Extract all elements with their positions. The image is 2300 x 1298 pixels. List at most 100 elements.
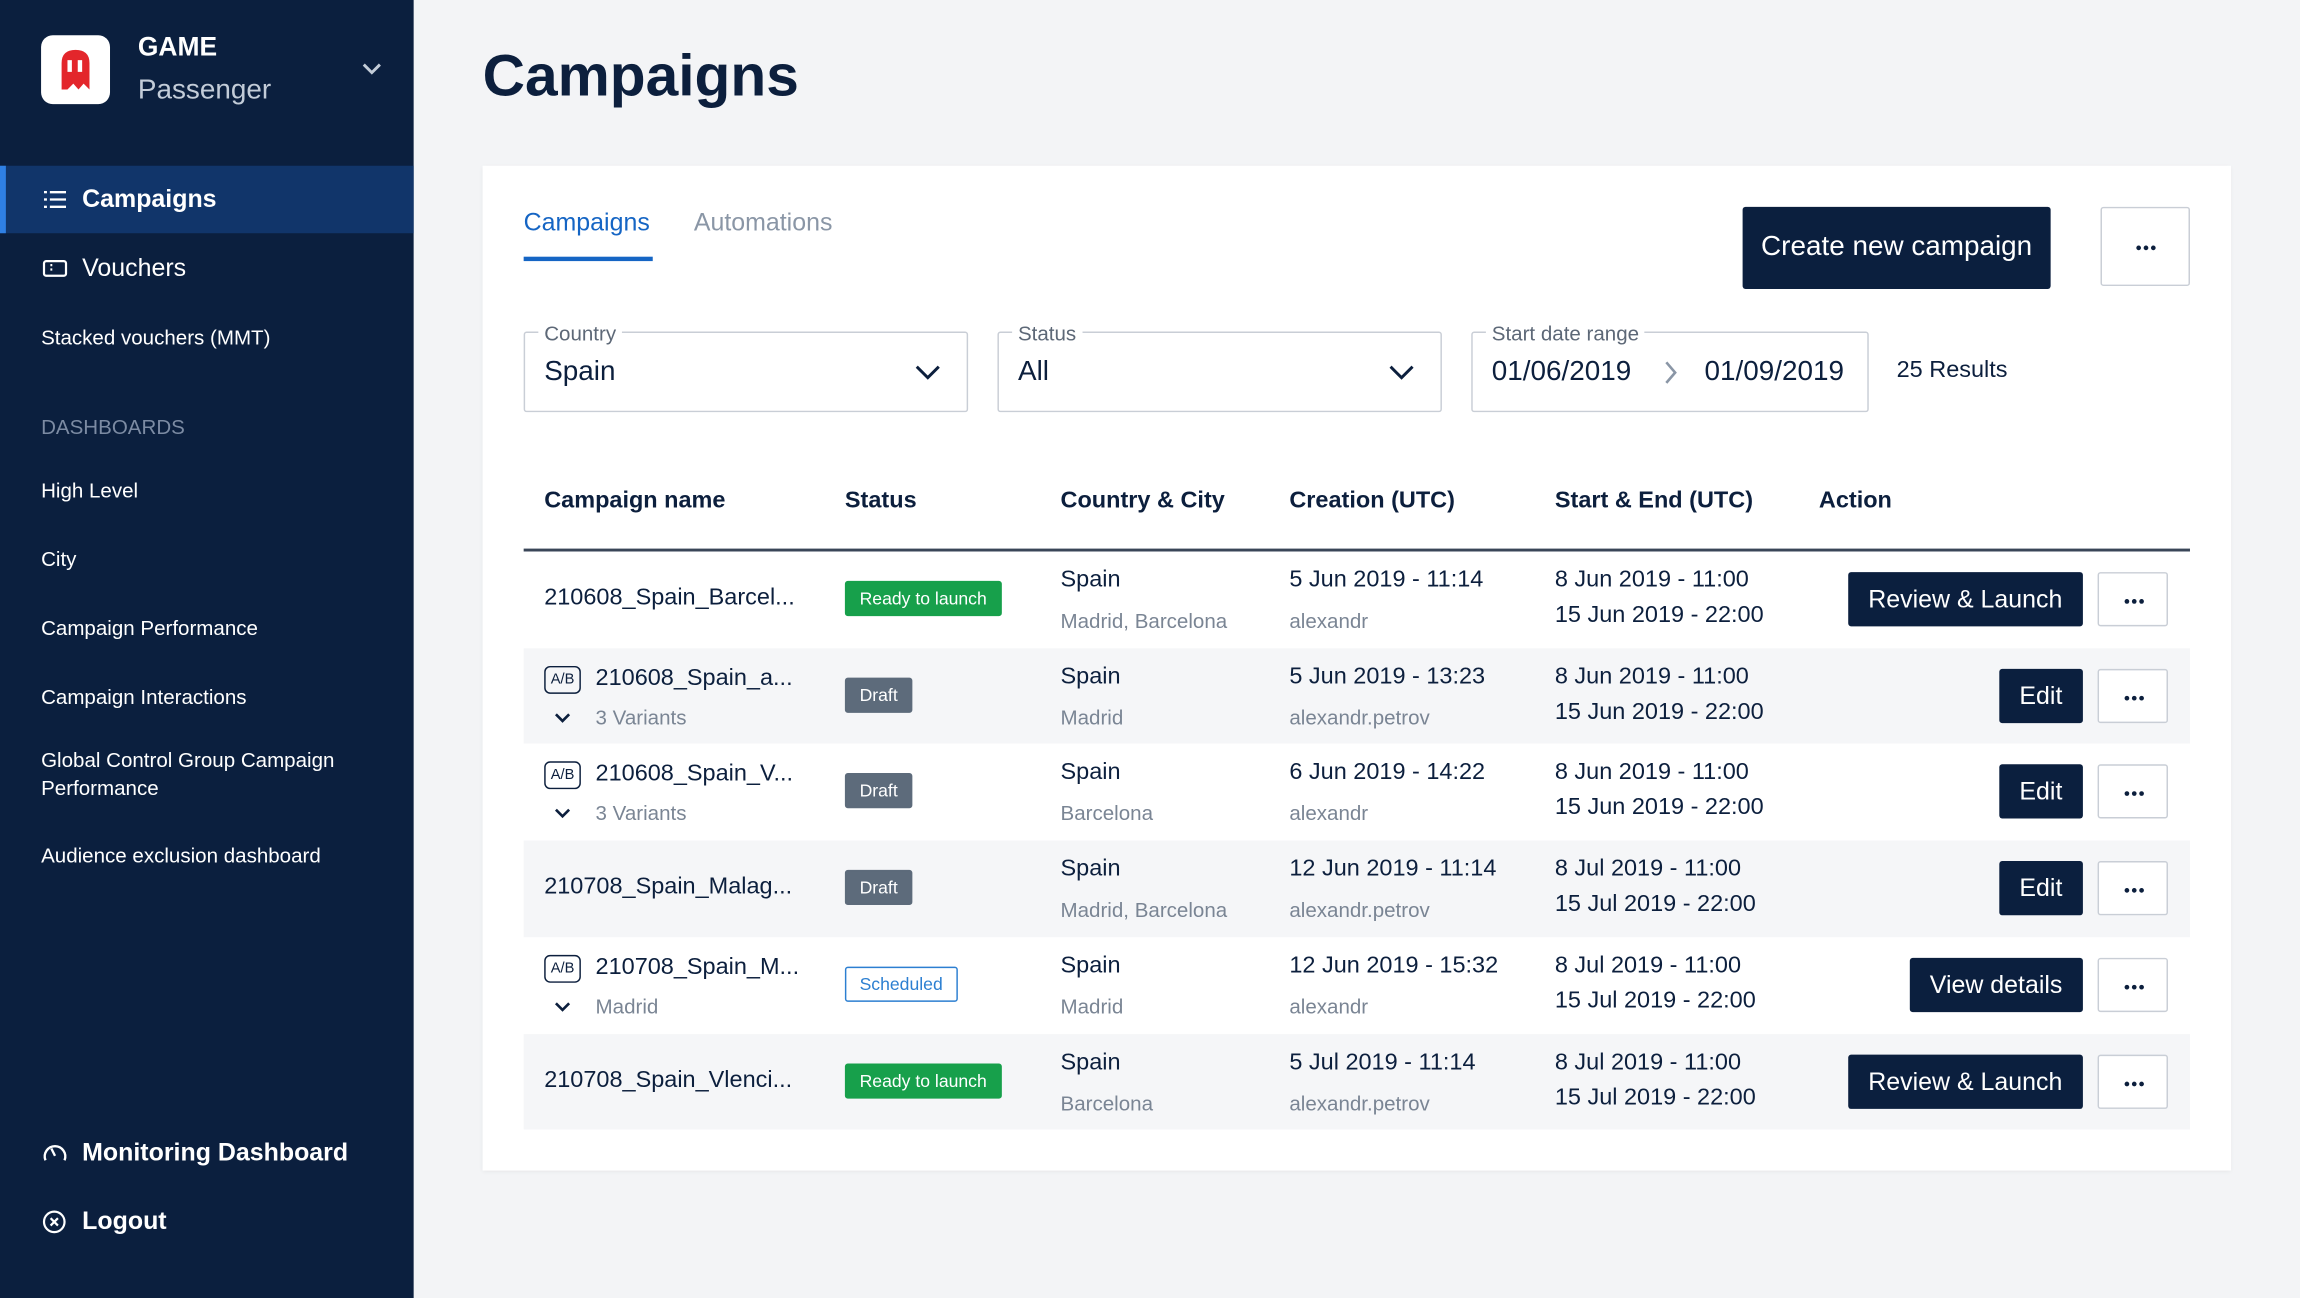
row-more-button[interactable] (2097, 1053, 2168, 1109)
more-icon (2124, 791, 2144, 797)
expand-chevron (554, 1002, 571, 1012)
campaign-name: 210608_Spain_Barcel... (544, 585, 795, 611)
end-date: 15 Jun 2019 - 22:00 (1554, 795, 1764, 821)
row-more-button[interactable] (2097, 668, 2168, 723)
created: 5 Jun 2019 - 13:23 (1289, 664, 1486, 689)
status-badge: Draft (844, 773, 913, 809)
dashboard-link[interactable]: Campaign Performance (41, 616, 258, 640)
column-header: Status (844, 488, 917, 514)
nav-item[interactable]: Logout (82, 1207, 167, 1236)
dashboard-link[interactable]: Global Control Group Campaign Performanc… (41, 748, 335, 800)
ghost-icon (61, 49, 90, 90)
date-from: 01/06/2019 (1491, 356, 1632, 388)
row-more-button[interactable] (2097, 957, 2168, 1012)
campaign-name: 210708_Spain_M... (595, 954, 800, 980)
table-row: 210708_Spain_Malag... Draft Spain Madrid, B… (523, 840, 2190, 937)
start-date: 8 Jul 2019 - 11:00 (1554, 953, 1741, 979)
end-date: 15 Jul 2019 - 22:00 (1554, 988, 1756, 1014)
dashboard-link[interactable]: City (41, 547, 77, 571)
button-label: Create new campaign (1761, 231, 2033, 263)
country: Spain (1060, 760, 1121, 786)
nav-item[interactable]: Vouchers (82, 253, 187, 282)
tab[interactable]: Automations (693, 208, 833, 237)
row-more-button[interactable] (2097, 764, 2168, 820)
ab-badge: A/B (544, 761, 581, 790)
logo (41, 35, 111, 105)
nav-item[interactable]: Stacked vouchers (MMT) (41, 325, 271, 350)
more-icon (2124, 984, 2144, 990)
creator: alexandr (1289, 608, 1369, 633)
list-icon (44, 190, 67, 208)
creator: alexandr.petrov (1289, 705, 1430, 729)
section-label: DASHBOARDS (41, 415, 185, 439)
action-button[interactable]: View details (1909, 957, 2083, 1012)
variant-info: Madrid (595, 994, 659, 1018)
dashboard-link[interactable]: High Level (41, 478, 139, 502)
creator: alexandr.petrov (1289, 1090, 1430, 1115)
country: Spain (1060, 856, 1121, 882)
end-date: 15 Jul 2019 - 22:00 (1554, 1084, 1756, 1110)
start-date: 8 Jun 2019 - 11:00 (1554, 567, 1749, 593)
action-button[interactable]: Review & Launch (1847, 1053, 2083, 1109)
action-button[interactable]: Edit (1998, 668, 2083, 723)
chevron-down (1389, 365, 1414, 380)
dashboard-link[interactable]: Audience exclusion dashboard (41, 843, 321, 867)
row-more-button[interactable] (2097, 861, 2168, 916)
more-button[interactable] (2100, 206, 2190, 287)
status-badge: Draft (844, 869, 913, 906)
city: Madrid (1060, 705, 1124, 729)
create-button[interactable]: Create new campaign (1742, 206, 2051, 289)
country: Spain (1060, 567, 1121, 593)
date-filter[interactable]: Start date range 01/06/2019 01/09/2019 (1471, 315, 1869, 413)
action-button[interactable]: Edit (1998, 764, 2083, 820)
creator: alexandr (1289, 801, 1369, 825)
column-header: Campaign name (544, 488, 726, 514)
ab-badge: A/B (544, 954, 581, 983)
filter-value: Spain (544, 356, 616, 388)
campaign-name: 210608_Spain_a... (595, 665, 793, 691)
brand-subtitle: Passenger (137, 74, 272, 106)
status-badge: Ready to launch (844, 580, 1002, 617)
date-to: 01/09/2019 (1704, 356, 1844, 388)
variant-info: 3 Variants (595, 801, 687, 825)
more-icon (2124, 695, 2144, 701)
country: Spain (1060, 1049, 1121, 1075)
created: 12 Jun 2019 - 15:32 (1289, 953, 1499, 979)
table-row: 210608_Spain_Barcel... Ready to launch Spa… (523, 551, 2190, 648)
row-more-button[interactable] (2097, 572, 2168, 627)
expand-chevron (554, 712, 571, 723)
city: Madrid, Barcelona (1060, 608, 1228, 633)
city: Madrid, Barcelona (1060, 897, 1228, 922)
campaign-name: 210708_Spain_Vlenci... (544, 1067, 793, 1093)
action-button[interactable]: Review & Launch (1847, 572, 2083, 627)
start-date: 8 Jun 2019 - 11:00 (1554, 664, 1749, 689)
more-icon (2124, 599, 2144, 604)
nav-item-active[interactable] (0, 165, 414, 234)
city: Barcelona (1060, 801, 1154, 825)
table-row: 210708_Spain_Vlenci... Ready to launch Spa… (523, 1033, 2190, 1130)
campaign-name: 210708_Spain_Malag... (544, 874, 793, 900)
column-header: Country & City (1060, 488, 1225, 514)
filter-select[interactable]: Status All (997, 315, 1442, 413)
gauge-icon (43, 1145, 67, 1161)
dashboard-link[interactable]: Campaign Interactions (41, 685, 247, 709)
filter-label: Start date range (1485, 315, 1645, 351)
start-date: 8 Jul 2019 - 11:00 (1554, 1049, 1741, 1075)
creator: alexandr (1289, 994, 1369, 1018)
nav-item[interactable]: Monitoring Dashboard (82, 1138, 349, 1167)
voucher-icon (42, 259, 68, 277)
card: Campaigns Automations Create new campaign C… (482, 165, 2232, 1171)
expand-chevron (554, 809, 571, 819)
chevron-down (362, 63, 381, 75)
created: 12 Jun 2019 - 11:14 (1289, 856, 1497, 882)
end-date: 15 Jun 2019 - 22:00 (1554, 602, 1764, 628)
status-badge: Scheduled (844, 966, 958, 1002)
page-title: Campaigns (482, 44, 799, 109)
nav-item[interactable]: Campaigns (82, 184, 217, 213)
action-button[interactable]: Edit (1998, 861, 2083, 916)
start-date: 8 Jul 2019 - 11:00 (1554, 856, 1741, 882)
tab-active[interactable]: Campaigns (523, 208, 650, 237)
filter-select[interactable]: Country Spain (523, 315, 969, 413)
